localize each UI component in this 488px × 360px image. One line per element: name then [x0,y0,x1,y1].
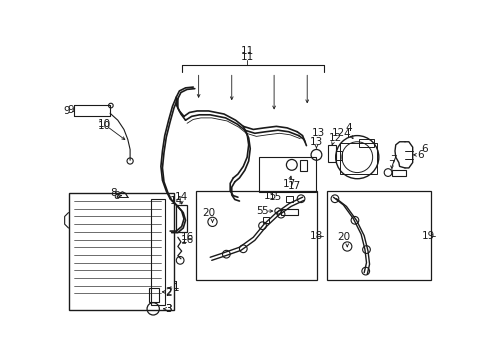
Bar [358,139,373,147]
Text: 4: 4 [345,123,351,133]
Bar [176,205,187,232]
Bar [327,145,335,162]
Text: 3: 3 [165,304,172,314]
Bar [151,199,164,305]
Text: 12: 12 [331,128,344,138]
Bar [335,151,341,160]
Text: 17: 17 [282,179,296,189]
Text: 7: 7 [389,155,396,165]
Text: 17: 17 [287,181,301,191]
Text: 13: 13 [311,128,325,138]
Text: 6: 6 [420,144,427,154]
Bar [299,160,306,171]
Text: 14: 14 [175,192,188,202]
Text: 7: 7 [388,160,394,170]
Text: 11: 11 [240,52,253,62]
Text: 16: 16 [181,232,194,242]
Bar [286,196,292,202]
Text: 1: 1 [173,283,179,293]
Text: 20: 20 [336,232,349,242]
Text: 14: 14 [169,196,183,206]
Bar [263,217,269,223]
Text: 9: 9 [67,105,73,115]
Text: 12: 12 [328,133,342,143]
Text: 18: 18 [309,231,322,241]
Bar [391,170,405,176]
Bar [339,143,376,174]
Bar [68,193,174,310]
Text: 2: 2 [165,288,172,298]
Text: 11: 11 [240,46,253,56]
Text: 2: 2 [165,287,172,297]
Text: 8: 8 [113,191,119,201]
Text: 9: 9 [63,106,70,116]
Text: 15: 15 [268,192,282,202]
Text: 15: 15 [263,191,276,201]
Text: 1: 1 [173,281,179,291]
Text: 5: 5 [260,206,267,216]
Text: 20: 20 [202,208,215,217]
Bar [326,191,430,280]
Text: 3: 3 [165,304,172,314]
Text: 4: 4 [343,129,350,139]
Text: 19: 19 [421,231,434,241]
Text: 16: 16 [181,235,194,244]
Text: 5: 5 [256,206,262,216]
Text: 13: 13 [309,137,323,147]
Text: 10: 10 [98,121,111,131]
Text: 6: 6 [416,150,423,160]
Bar [196,191,317,280]
Bar [149,288,158,302]
Bar [258,157,316,192]
Text: 8: 8 [110,188,117,198]
Bar [281,209,297,215]
Text: 10: 10 [98,119,111,129]
